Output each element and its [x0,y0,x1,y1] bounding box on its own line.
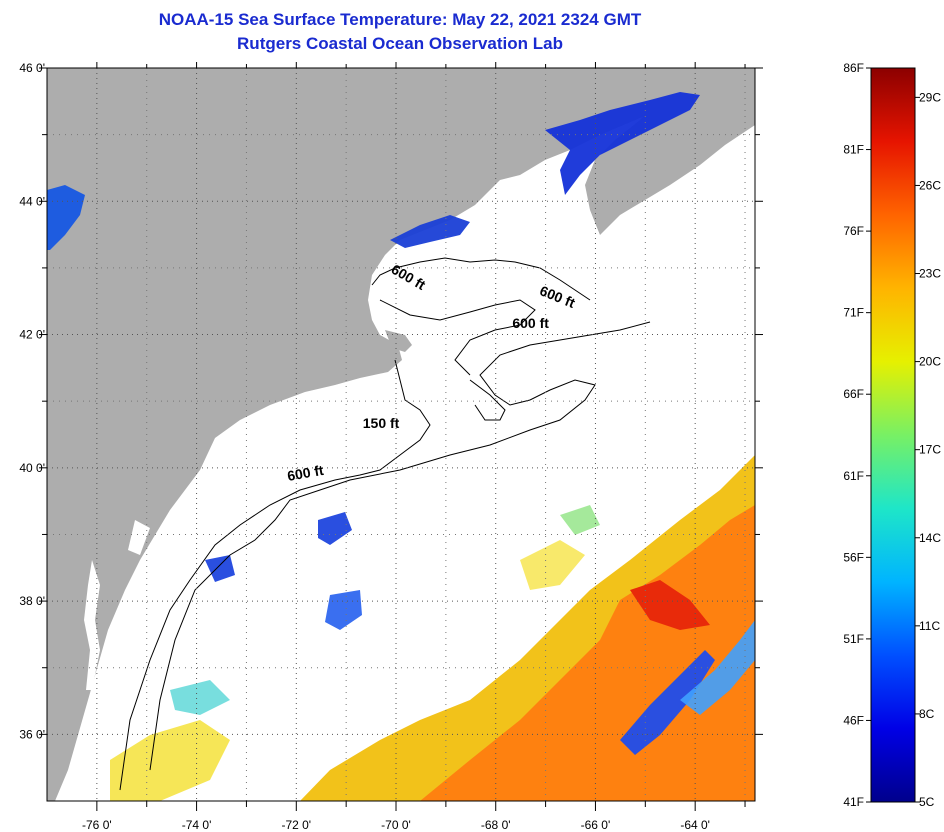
colorbar-label-f: 41F [843,795,864,809]
map-axes: -76 0' -74 0' -72 0' -70 0' -68 0' -66 0' -64 … [19,61,763,832]
lon-tick-label: -76 0' [82,818,112,832]
chart-subtitle: Rutgers Coastal Ocean Observation Lab [237,34,563,53]
sst-patch-small-blue-3 [325,590,362,630]
lon-tick-label: -66 0' [581,818,611,832]
colorbar-label-c: 20C [919,355,941,369]
sst-warm-eddy [630,580,710,630]
lat-tick-label: 40 0' [19,461,45,475]
lat-tick-label: 38 0' [19,594,45,608]
colorbar-label-c: 17C [919,443,941,457]
lon-tick-label: -74 0' [182,818,212,832]
map-content [47,68,755,801]
colorbar-label-f: 81F [843,143,864,157]
lat-tick-label: 44 0' [19,194,45,208]
lat-tick-label: 36 0' [19,727,45,741]
contour-label: 600 ft [512,315,549,331]
contour-150ft [119,359,431,791]
land-us-mainland [47,68,750,801]
contour-georges [469,379,506,421]
contour-label: 150 ft [363,415,400,431]
colorbar-label-f: 71F [843,306,864,320]
sst-slope-patch [520,540,585,590]
map-frame [46,67,756,802]
colorbar-label-c: 29C [919,90,941,104]
colorbar-label-f: 86F [843,61,864,75]
chart-title: NOAA-15 Sea Surface Temperature: May 22,… [158,10,642,29]
lat-tick-label: 42 0' [19,328,45,342]
colorbar-label-c: 5C [919,795,935,809]
colorbar-label-f: 56F [843,550,864,564]
lat-tick-label: 46 0' [19,61,45,75]
chesapeake-bay [84,560,100,690]
land-nova-scotia [585,68,755,235]
colorbar-label-f: 51F [843,632,864,646]
delaware-bay [128,520,150,555]
sst-patch-gulf-of-maine [390,215,470,248]
colorbar-label-c: 11C [919,619,940,633]
contour-600ft-shelf [149,321,651,771]
sst-cold-intrusion-2 [680,620,755,715]
colorbar-label-c: 23C [919,267,941,281]
colorbar-label-f: 46F [843,713,864,727]
sst-cold-intrusion [620,650,715,755]
colorbar-label-f: 76F [843,224,864,238]
sst-patch-small-blue [318,512,352,545]
land-cape-cod [385,330,412,352]
sst-patch-small-blue-2 [205,555,235,582]
sst-patch-bay-of-fundy [545,92,700,195]
sst-slope-patch-2 [560,505,600,535]
contour-gulf-maine [371,257,591,301]
contour-gulf-maine-2 [379,299,536,376]
colorbar-label-f: 66F [843,387,864,401]
colorbar-label-c: 26C [919,178,941,192]
colorbar-labels: 86F 81F 76F 71F 66F 61F 56F 51F 46F 41F 29C 26C 23C 2… [843,61,941,809]
colorbar-label-f: 61F [843,469,864,483]
lon-tick-label: -70 0' [381,818,411,832]
sst-shelf-cyan [170,680,230,715]
colorbar [870,67,916,803]
colorbar-label-c: 14C [919,531,941,545]
sst-patch-lake-ontario [47,185,85,250]
sst-gulf-stream-core [420,505,755,801]
depth-contours [119,257,651,791]
colorbar-label-c: 8C [919,707,935,721]
lon-tick-label: -72 0' [281,818,311,832]
sst-shelf-patch [110,720,230,801]
lon-tick-label: -64 0' [680,818,710,832]
contour-label: 600 ft [286,462,325,484]
lon-tick-label: -68 0' [481,818,511,832]
